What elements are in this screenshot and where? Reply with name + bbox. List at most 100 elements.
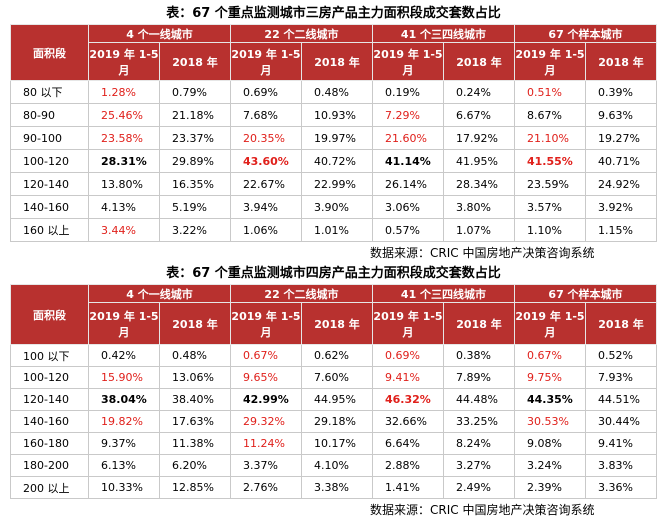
- data-table: 面积段 4 个一线城市 22 个二线城市 41 个三四线城市 67 个样本城市 2019 …: [10, 284, 657, 499]
- cell: 6.64%: [372, 432, 444, 455]
- cell: 44.51%: [585, 388, 657, 411]
- sub-header: 2019 年 1-5 月: [514, 302, 586, 345]
- group-header: 22 个二线城市: [230, 24, 373, 43]
- group-header: 4 个一线城市: [88, 284, 231, 303]
- cell: 3.06%: [372, 195, 444, 219]
- cell: 41.95%: [443, 149, 515, 173]
- cell: 4.13%: [88, 195, 160, 219]
- sub-header: 2019 年 1-5 月: [514, 42, 586, 81]
- cell: 0.19%: [372, 80, 444, 104]
- cell: 29.89%: [159, 149, 231, 173]
- cell: 9.75%: [514, 366, 586, 389]
- sub-header: 2018 年: [159, 42, 231, 81]
- cell: 0.38%: [443, 344, 515, 367]
- row-label: 90-100: [10, 126, 89, 150]
- data-row: 140-160 4.13% 5.19% 3.94% 3.90% 3.06% 3.80% 3.5…: [10, 195, 657, 219]
- cell: 7.60%: [301, 366, 373, 389]
- cell: 3.37%: [230, 454, 302, 477]
- cell: 19.97%: [301, 126, 373, 150]
- cell: 29.18%: [301, 410, 373, 433]
- table-block: 表：67 个重点监测城市三房产品主力面积段成交套数占比 面积段 4 个一线城市 22 …: [0, 4, 667, 264]
- cell: 19.82%: [88, 410, 160, 433]
- cell: 3.94%: [230, 195, 302, 219]
- cell: 0.69%: [230, 80, 302, 104]
- cell: 9.41%: [585, 432, 657, 455]
- cell: 0.24%: [443, 80, 515, 104]
- data-row: 100-120 15.90% 13.06% 9.65% 7.60% 9.41% 7.89% 9…: [10, 366, 657, 389]
- cell: 41.14%: [372, 149, 444, 173]
- data-row: 100 以下 0.42% 0.48% 0.67% 0.62% 0.69% 0.38% 0.67…: [10, 344, 657, 367]
- cell: 4.10%: [301, 454, 373, 477]
- cell: 38.40%: [159, 388, 231, 411]
- cell: 44.95%: [301, 388, 373, 411]
- cell: 9.41%: [372, 366, 444, 389]
- row-label: 180-200: [10, 454, 89, 477]
- cell: 2.76%: [230, 476, 302, 499]
- cell: 1.07%: [443, 218, 515, 242]
- cell: 9.08%: [514, 432, 586, 455]
- subheader-row: 2019 年 1-5 月 2018 年 2019 年 1-5 月 2018 年 2019…: [11, 302, 657, 345]
- cell: 0.67%: [230, 344, 302, 367]
- sub-header: 2019 年 1-5 月: [230, 302, 302, 345]
- cell: 21.10%: [514, 126, 586, 150]
- table-block: 表：67 个重点监测城市四房产品主力面积段成交套数占比面积段 4 个一线城市 22 …: [0, 264, 667, 521]
- cell: 0.48%: [159, 344, 231, 367]
- cell: 6.13%: [88, 454, 160, 477]
- cell: 16.35%: [159, 172, 231, 196]
- cell: 21.18%: [159, 103, 231, 127]
- cell: 23.37%: [159, 126, 231, 150]
- cell: 30.53%: [514, 410, 586, 433]
- cell: 44.35%: [514, 388, 586, 411]
- sub-header: 2018 年: [585, 302, 657, 345]
- data-row: 100-120 28.31% 29.89% 43.60% 40.72% 41.14% 41.…: [10, 149, 657, 173]
- subheader-row: 2019 年 1-5 月 2018 年 2019 年 1-5 月 2018 年 2019…: [11, 42, 657, 81]
- cell: 0.39%: [585, 80, 657, 104]
- cell: 0.67%: [514, 344, 586, 367]
- cell: 6.20%: [159, 454, 231, 477]
- cell: 44.48%: [443, 388, 515, 411]
- cell: 2.88%: [372, 454, 444, 477]
- row-label: 120-140: [10, 172, 89, 196]
- cell: 5.19%: [159, 195, 231, 219]
- cell: 7.89%: [443, 366, 515, 389]
- cell: 2.39%: [514, 476, 586, 499]
- cell: 40.71%: [585, 149, 657, 173]
- cell: 12.85%: [159, 476, 231, 499]
- data-row: 120-140 38.04% 38.40% 42.99% 44.95% 46.32% 44.…: [10, 388, 657, 411]
- cell: 10.33%: [88, 476, 160, 499]
- group-header: 41 个三四线城市: [372, 284, 515, 303]
- cell: 0.69%: [372, 344, 444, 367]
- source-note: 数据来源：CRIC 中国房地产决策咨询系统: [370, 503, 595, 517]
- sub-header: 2018 年: [301, 302, 373, 345]
- cell: 3.83%: [585, 454, 657, 477]
- sub-header: 2019 年 1-5 月: [230, 42, 302, 81]
- data-row: 160-180 9.37% 11.38% 11.24% 10.17% 6.64% 8.24%…: [10, 432, 657, 455]
- corner-header: 面积段: [10, 24, 89, 81]
- sub-header: 2019 年 1-5 月: [88, 302, 160, 345]
- cell: 2.49%: [443, 476, 515, 499]
- cell: 3.90%: [301, 195, 373, 219]
- cell: 1.01%: [301, 218, 373, 242]
- group-header: 4 个一线城市: [88, 24, 231, 43]
- cell: 3.57%: [514, 195, 586, 219]
- data-row: 120-140 13.80% 16.35% 22.67% 22.99% 26.14% 28.…: [10, 172, 657, 196]
- group-header: 41 个三四线城市: [372, 24, 515, 43]
- source-note: 数据来源：CRIC 中国房地产决策咨询系统: [370, 246, 595, 260]
- cell: 0.48%: [301, 80, 373, 104]
- cell: 9.63%: [585, 103, 657, 127]
- cell: 17.92%: [443, 126, 515, 150]
- sub-header: 2018 年: [301, 42, 373, 81]
- cell: 7.68%: [230, 103, 302, 127]
- cell: 1.10%: [514, 218, 586, 242]
- row-label: 160-180: [10, 432, 89, 455]
- cell: 28.34%: [443, 172, 515, 196]
- cell: 46.32%: [372, 388, 444, 411]
- data-row: 180-200 6.13% 6.20% 3.37% 4.10% 2.88% 3.27% 3.2…: [10, 454, 657, 477]
- cell: 7.93%: [585, 366, 657, 389]
- cell: 0.57%: [372, 218, 444, 242]
- cell: 10.17%: [301, 432, 373, 455]
- sub-header: 2019 年 1-5 月: [372, 42, 444, 81]
- table-title: 表：67 个重点监测城市四房产品主力面积段成交套数占比: [166, 266, 501, 281]
- cell: 9.37%: [88, 432, 160, 455]
